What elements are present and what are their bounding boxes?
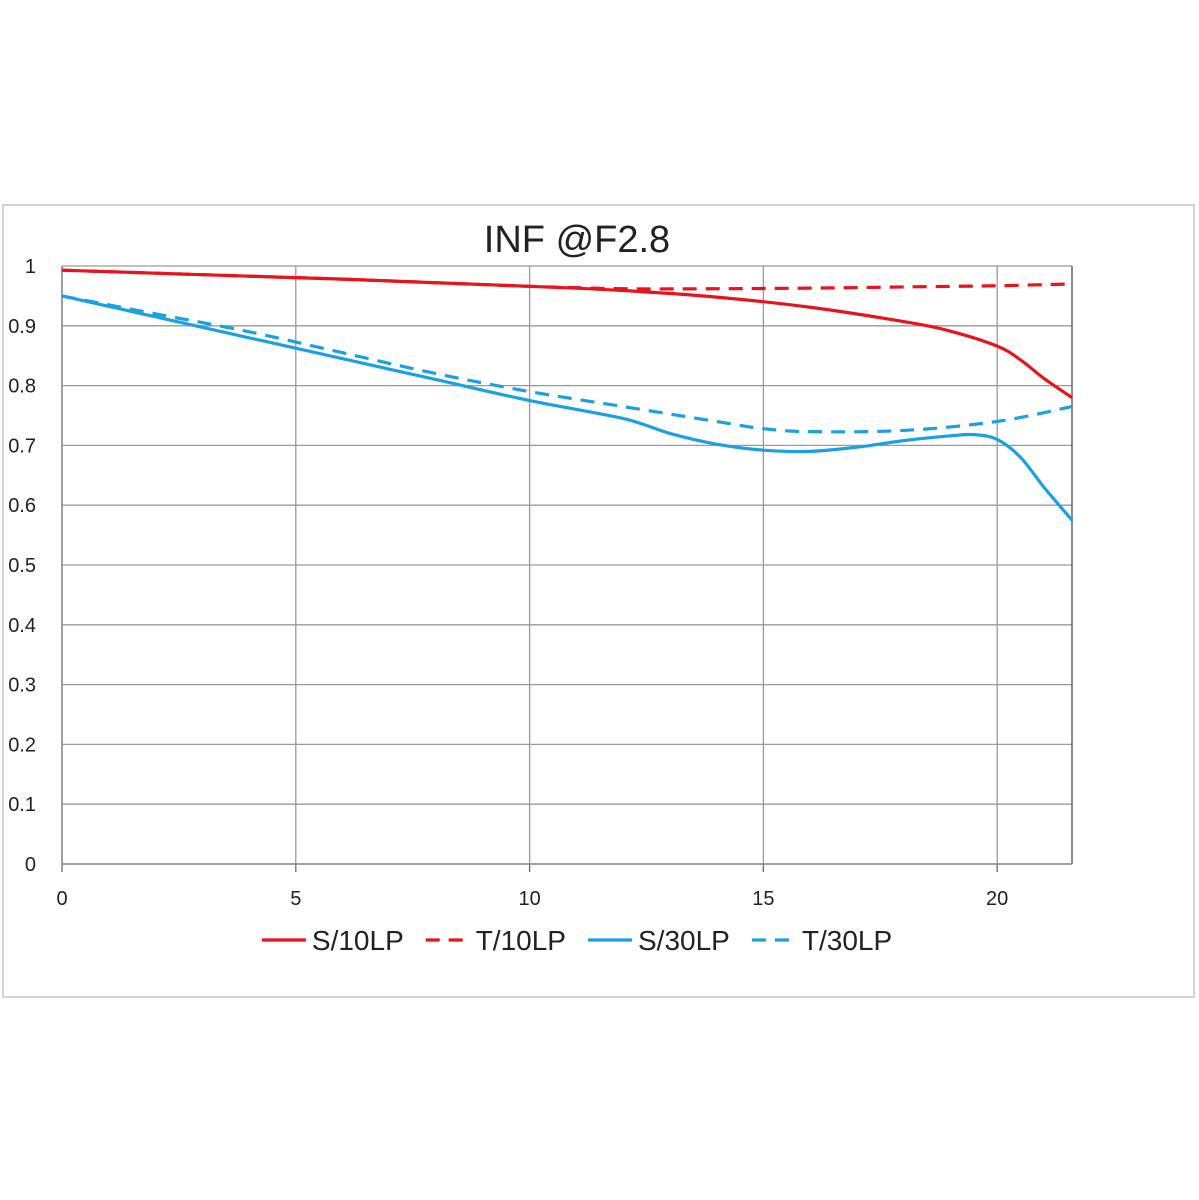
legend-item-2: T/10LP xyxy=(425,925,566,956)
y-tick-label: 0.7 xyxy=(8,435,36,457)
series-line-2 xyxy=(61,268,1073,291)
x-tick-label: 5 xyxy=(290,888,301,910)
legend-label: T/10LP xyxy=(476,925,566,956)
legend-item-3: S/30LP xyxy=(588,925,730,956)
y-tick-label: 0.1 xyxy=(8,794,36,816)
legend-label: S/30LP xyxy=(638,925,730,956)
y-tick-label: 0 xyxy=(25,854,36,876)
y-tick-label: 0.6 xyxy=(8,495,36,517)
y-tick-label: 0.8 xyxy=(8,376,36,398)
y-tick-label: 0.2 xyxy=(8,734,36,756)
series-line-3 xyxy=(61,294,1074,522)
x-tick-label: 10 xyxy=(518,888,540,910)
legend: S/10LP T/10LP S/30LP T/30LP xyxy=(261,925,892,956)
legend-label: T/30LP xyxy=(802,925,892,956)
series-line-1 xyxy=(61,268,1073,399)
y-tick-label: 1 xyxy=(25,256,36,278)
grid xyxy=(61,265,1073,865)
y-tick-label: 0.4 xyxy=(8,615,36,637)
mtf-chart: INF @F2.8 00.10.20.30.40.50.60.70.80.910… xyxy=(8,219,1074,956)
x-tick-label: 15 xyxy=(752,888,774,910)
axes: 00.10.20.30.40.50.60.70.80.910 5 10 15 20 xyxy=(8,256,1072,910)
series-line-4 xyxy=(61,294,1073,434)
y-tick-label: 0.5 xyxy=(8,555,36,577)
series-lines xyxy=(61,268,1074,522)
legend-label: S/10LP xyxy=(312,925,404,956)
chart-frame: INF @F2.8 0 0.1 0.2 0.3 0.4 0.5 0.6 0.7 0.8 0.9 1 0… xyxy=(2,204,1195,998)
y-tick-label: 0.9 xyxy=(8,316,36,338)
legend-item-4: T/30LP xyxy=(751,925,892,956)
x-tick-label: 0 xyxy=(56,888,67,910)
legend-item-1: S/10LP xyxy=(261,925,404,956)
x-tick-label: 20 xyxy=(986,888,1008,910)
chart-title: INF @F2.8 xyxy=(484,219,670,261)
y-tick-label: 0.3 xyxy=(8,675,36,697)
